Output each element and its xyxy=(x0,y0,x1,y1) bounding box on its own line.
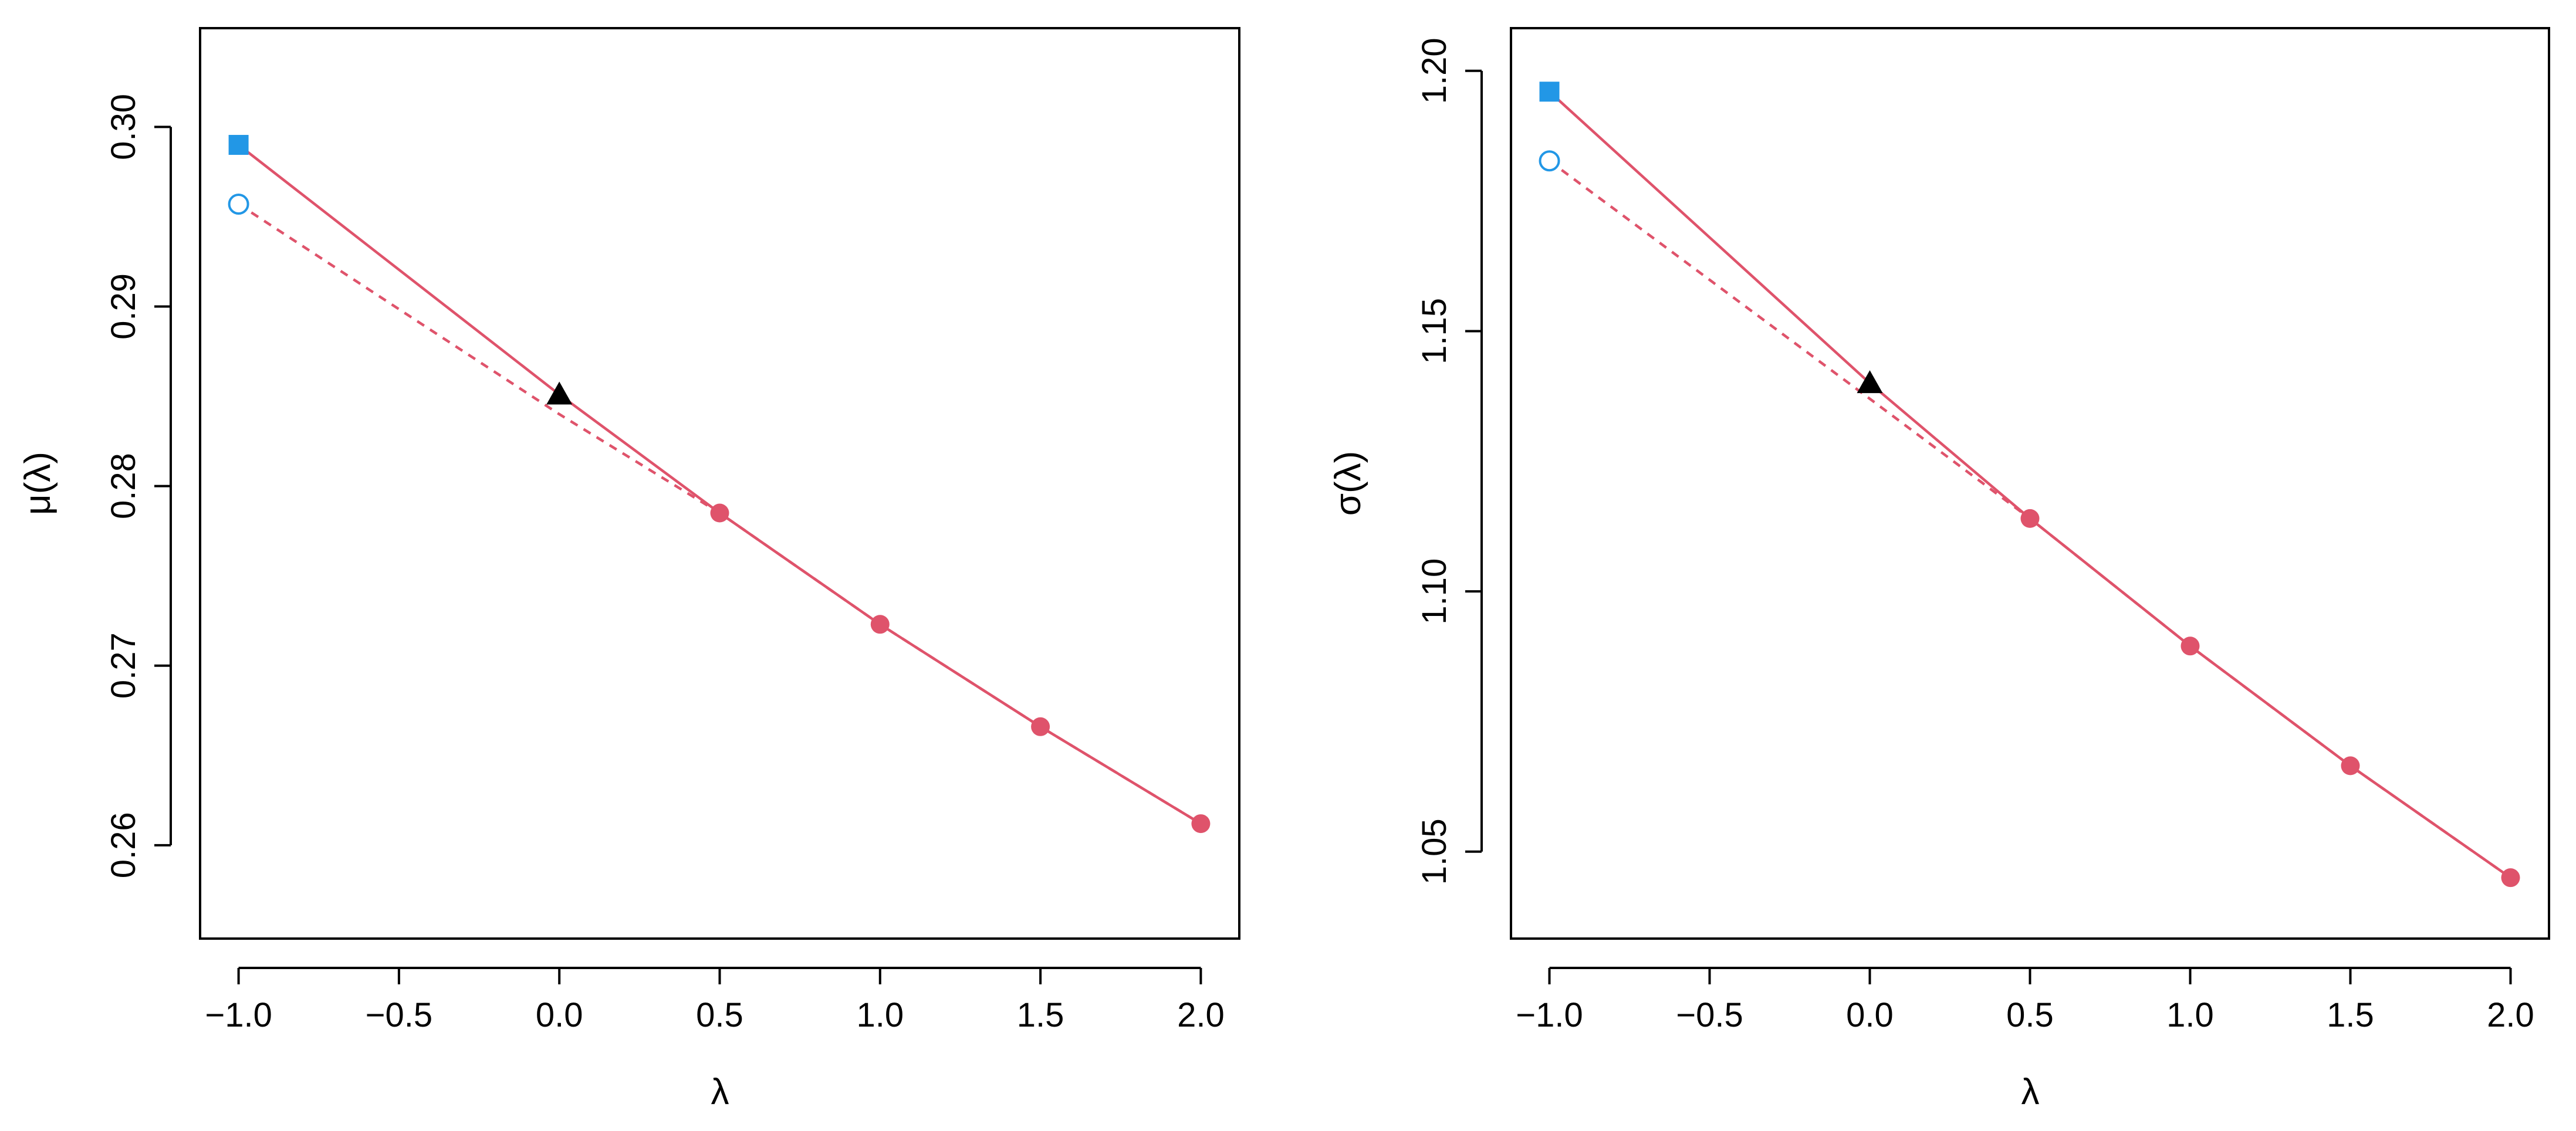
data-point xyxy=(2020,509,2040,528)
x-tick-label: 1.0 xyxy=(2166,996,2214,1034)
x-tick-label: 0.0 xyxy=(1846,996,1894,1034)
plot-frame xyxy=(1510,27,2550,940)
x-tick-label: 1.0 xyxy=(856,996,904,1034)
y-tick-label: 0.30 xyxy=(104,94,143,160)
x-axis-label: λ xyxy=(2021,1072,2040,1112)
y-tick-label: 0.29 xyxy=(104,273,143,340)
y-tick-label: 1.20 xyxy=(1415,38,1453,104)
series-line-solid xyxy=(238,144,1202,825)
extrapolated-point-dashed xyxy=(1539,150,1560,172)
y-axis-label: σ(λ) xyxy=(1328,451,1368,516)
x-tick-label: 2.0 xyxy=(2487,996,2534,1034)
y-axis: 1.05 1.10 1.15 1.20 σ(λ) xyxy=(1328,38,1483,885)
x-tick-label: 0.0 xyxy=(536,996,583,1034)
y-tick-label: 1.15 xyxy=(1415,298,1453,364)
naive-estimate-point xyxy=(546,381,573,405)
extrapolated-point-solid xyxy=(228,134,249,155)
data-point xyxy=(1031,717,1050,736)
x-tick-label: −1.0 xyxy=(1516,996,1583,1034)
plot-frame xyxy=(199,27,1240,940)
x-axis: −1.0 −0.5 0.0 0.5 1.0 1.5 2.0 λ xyxy=(205,967,1225,1112)
x-tick-label: 1.5 xyxy=(1017,996,1064,1034)
data-point xyxy=(2501,868,2520,888)
x-tick-label: 0.5 xyxy=(696,996,743,1034)
panel-2: −1.0 −0.5 0.0 0.5 1.0 1.5 2.0 λ 1.05 1.10 1.15 1.20… xyxy=(1328,27,2550,1112)
y-tick-label: 0.26 xyxy=(104,812,143,878)
x-tick-label: 1.5 xyxy=(2327,996,2374,1034)
x-tick-label: −0.5 xyxy=(366,996,433,1034)
x-tick-label: 0.5 xyxy=(2006,996,2054,1034)
y-axis: 0.26 0.27 0.28 0.29 0.30 μ(λ) xyxy=(18,94,172,878)
y-axis-label: μ(λ) xyxy=(18,452,58,515)
extrapolated-point-solid xyxy=(1539,82,1560,102)
x-axis: −1.0 −0.5 0.0 0.5 1.0 1.5 2.0 λ xyxy=(1516,967,2534,1112)
y-tick-label: 1.05 xyxy=(1415,818,1453,885)
y-tick-label: 1.10 xyxy=(1415,558,1453,625)
data-point xyxy=(2181,636,2200,656)
y-tick-label: 0.28 xyxy=(104,453,143,519)
panel-1: −1.0 −0.5 0.0 0.5 1.0 1.5 2.0 λ 0.26 0.27 0.28 0.29… xyxy=(18,27,1240,1112)
data-point xyxy=(2341,756,2360,776)
data-point xyxy=(1191,814,1211,834)
extrapolated-point-dashed xyxy=(228,193,249,215)
x-tick-label: 2.0 xyxy=(1177,996,1225,1034)
naive-estimate-point xyxy=(1857,370,1883,394)
data-point xyxy=(710,503,729,523)
y-tick-label: 0.27 xyxy=(104,632,143,699)
data-point xyxy=(870,615,890,634)
x-tick-label: −0.5 xyxy=(1676,996,1743,1034)
x-axis-label: λ xyxy=(711,1072,729,1112)
series-line-solid xyxy=(1548,90,2511,879)
x-tick-label: −1.0 xyxy=(205,996,272,1034)
